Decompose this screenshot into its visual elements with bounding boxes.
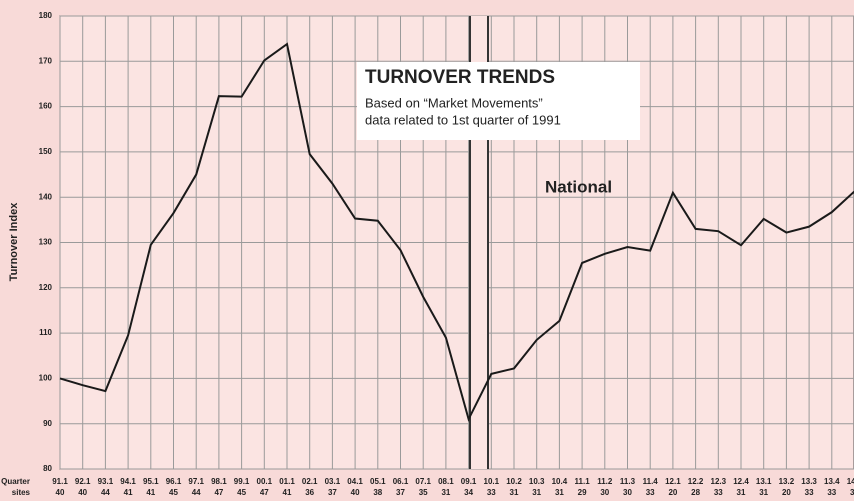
y-axis-label: Turnover Index <box>8 202 20 282</box>
row-label: sites <box>12 488 31 497</box>
site-count: 45 <box>237 488 246 497</box>
site-count: 38 <box>373 488 382 497</box>
site-count: 37 <box>328 488 337 497</box>
y-tick-label: 130 <box>39 238 53 247</box>
x-tick-label: 93.1 <box>98 477 114 486</box>
site-count: 35 <box>850 488 854 497</box>
x-tick-label: 11.1 <box>575 477 591 486</box>
site-count: 36 <box>305 488 314 497</box>
site-count: 29 <box>578 488 587 497</box>
x-tick-label: 10.1 <box>484 477 500 486</box>
x-tick-label: 06.1 <box>393 477 409 486</box>
x-tick-label: 08.1 <box>438 477 454 486</box>
y-tick-label: 90 <box>43 419 52 428</box>
x-tick-label: 10.3 <box>529 477 545 486</box>
site-count: 45 <box>169 488 178 497</box>
site-count: 30 <box>623 488 632 497</box>
x-tick-label: 04.1 <box>347 477 363 486</box>
site-count: 40 <box>56 488 65 497</box>
x-tick-label: 02.1 <box>302 477 318 486</box>
site-count: 37 <box>396 488 405 497</box>
x-tick-label: 98.1 <box>211 477 227 486</box>
x-tick-label: 99.1 <box>234 477 250 486</box>
site-count: 33 <box>827 488 836 497</box>
x-tick-label: 09.1 <box>461 477 477 486</box>
y-tick-label: 170 <box>39 56 53 65</box>
x-tick-label: 12.3 <box>711 477 727 486</box>
x-tick-label: 92.1 <box>75 477 91 486</box>
x-tick-label: 05.1 <box>370 477 386 486</box>
site-count: 33 <box>646 488 655 497</box>
x-tick-label: 11.2 <box>597 477 613 486</box>
y-tick-label: 150 <box>39 147 53 156</box>
x-tick-label: 95.1 <box>143 477 159 486</box>
site-count: 47 <box>260 488 269 497</box>
site-count: 44 <box>101 488 110 497</box>
x-tick-label: 94.1 <box>120 477 136 486</box>
site-count: 31 <box>737 488 746 497</box>
site-count: 33 <box>805 488 814 497</box>
site-count: 31 <box>510 488 519 497</box>
site-count: 41 <box>283 488 292 497</box>
site-count: 20 <box>668 488 677 497</box>
site-count: 47 <box>214 488 223 497</box>
x-tick-label: 01.1 <box>279 477 295 486</box>
subtitle: Based on “Market Movements” <box>365 95 543 110</box>
y-tick-label: 180 <box>39 11 53 20</box>
x-tick-label: 13.2 <box>779 477 795 486</box>
row-label: Quarter <box>1 477 30 486</box>
grid <box>59 15 854 470</box>
x-tick-label: 12.2 <box>688 477 704 486</box>
x-tick-label: 12.1 <box>665 477 681 486</box>
site-count: 30 <box>600 488 609 497</box>
x-tick-label: 10.2 <box>506 477 522 486</box>
y-tick-label: 80 <box>43 464 52 473</box>
x-tick-label: 14.1 <box>847 477 854 486</box>
chart-title: TURNOVER TRENDS <box>365 67 555 88</box>
site-count: 40 <box>351 488 360 497</box>
series-label: National <box>545 177 612 196</box>
x-tick-label: 97.1 <box>188 477 204 486</box>
site-count: 40 <box>78 488 87 497</box>
annotation-box <box>357 62 640 140</box>
site-count: 41 <box>124 488 133 497</box>
x-tick-label: 13.3 <box>801 477 817 486</box>
site-count: 31 <box>532 488 541 497</box>
y-tick-label: 110 <box>39 328 52 337</box>
line <box>59 42 854 422</box>
site-count: 28 <box>691 488 700 497</box>
site-count: 31 <box>441 488 450 497</box>
site-count: 31 <box>555 488 564 497</box>
subtitle: data related to 1st quarter of 1991 <box>365 112 561 127</box>
site-count: 31 <box>759 488 768 497</box>
site-count: 34 <box>464 488 473 497</box>
x-tick-label: 11.4 <box>643 477 659 486</box>
x-tick-label: 96.1 <box>166 477 182 486</box>
x-tick-label: 10.4 <box>552 477 568 486</box>
site-count: 33 <box>714 488 723 497</box>
site-count: 35 <box>419 488 428 497</box>
y-tick-label: 100 <box>39 374 53 383</box>
x-tick-label: 91.1 <box>52 477 68 486</box>
x-tick-label: 03.1 <box>325 477 341 486</box>
site-count: 44 <box>192 488 201 497</box>
site-count: 33 <box>487 488 496 497</box>
x-tick-label: 12.4 <box>733 477 749 486</box>
y-tick-label: 160 <box>39 102 53 111</box>
x-tick-label: 13.1 <box>756 477 772 486</box>
y-tick-label: 140 <box>39 192 53 201</box>
x-tick-label: 11.3 <box>620 477 636 486</box>
x-tick-label: 00.1 <box>257 477 273 486</box>
x-tick-label: 07.1 <box>415 477 431 486</box>
x-tick-label: 13.4 <box>824 477 840 486</box>
site-count: 20 <box>782 488 791 497</box>
y-tick-label: 120 <box>39 283 53 292</box>
site-count: 41 <box>146 488 155 497</box>
